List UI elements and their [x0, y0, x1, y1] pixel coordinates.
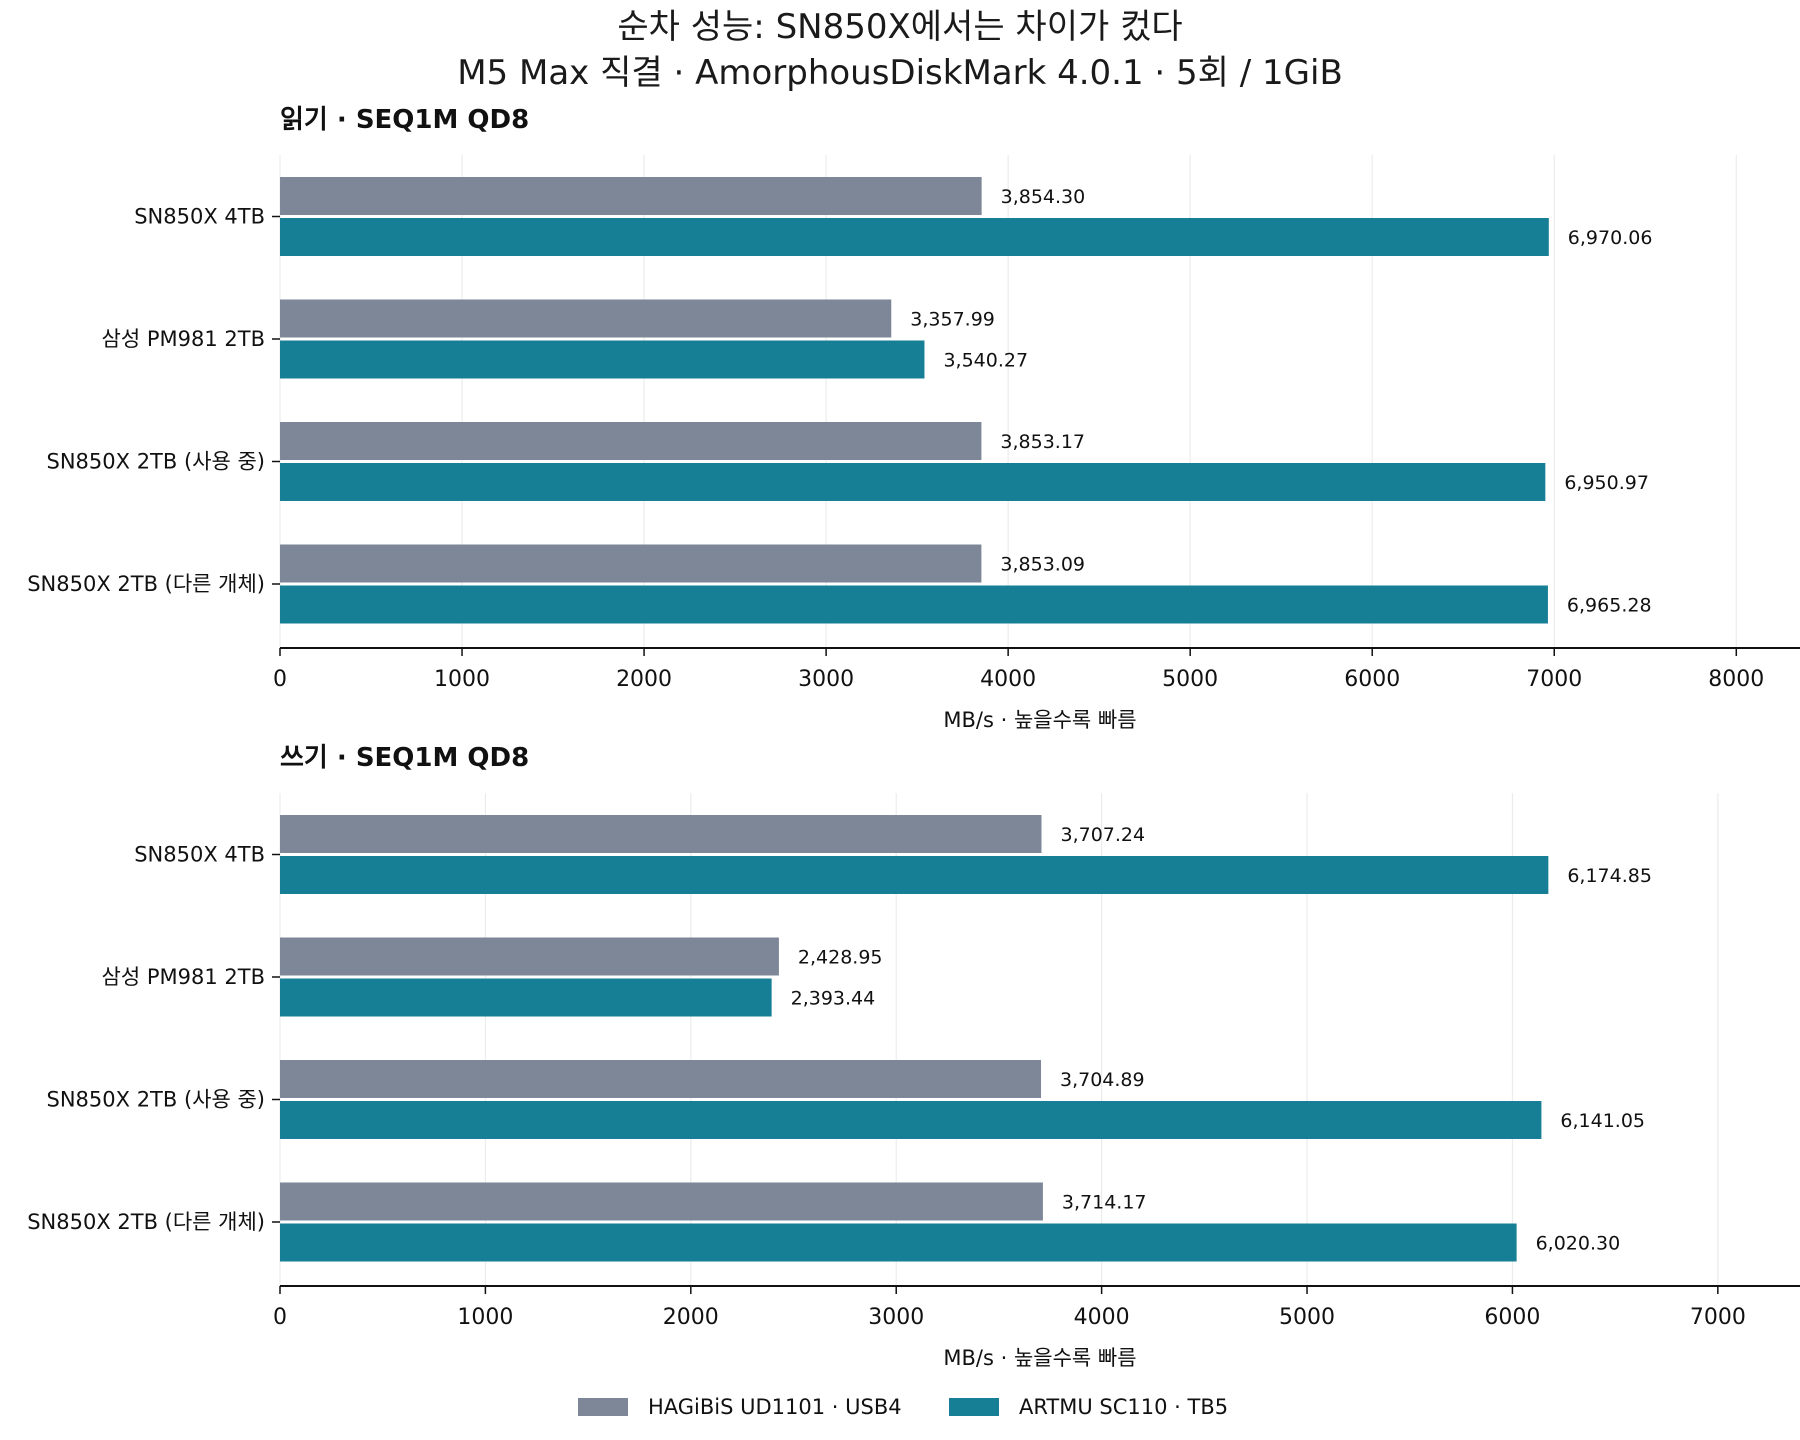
bar-value-label: 6,965.28: [1567, 595, 1652, 617]
category-label: SN850X 4TB: [134, 205, 265, 229]
chart-title-line1: 순차 성능: SN850X에서는 차이가 컸다: [617, 7, 1182, 47]
bar-artmu: [280, 856, 1549, 894]
bar-value-label: 3,704.89: [1060, 1069, 1145, 1091]
bar-artmu: [280, 1223, 1517, 1262]
bar-value-label: 3,853.17: [1000, 431, 1085, 453]
panel-read: 읽기 · SEQ1M QD8 3,854.30 6,970.06 SN850X 4TB…: [27, 105, 1800, 732]
category-label: SN850X 2TB (다른 개체): [27, 1210, 265, 1234]
bar-value-label: 2,428.95: [798, 947, 883, 969]
bar-hagibis: [280, 937, 779, 976]
category-label: SN850X 2TB (사용 중): [47, 1088, 265, 1112]
legend-label-hagibis: HAGiBiS UD1101 · USB4: [648, 1395, 902, 1419]
bar-value-label: 3,853.09: [1000, 554, 1085, 576]
bar-value-label: 6,020.30: [1536, 1233, 1621, 1255]
bar-value-label: 6,950.97: [1564, 472, 1649, 494]
category-label: 삼성 PM981 2TB: [102, 327, 265, 351]
x-tick-label: 6000: [1344, 667, 1400, 692]
legend: HAGiBiS UD1101 · USB4 ARTMU SC110 · TB5: [578, 1395, 1228, 1419]
bar-artmu: [280, 978, 772, 1017]
bar-hagibis: [280, 1060, 1042, 1098]
x-tick-label: 5000: [1162, 667, 1218, 692]
x-tick-label: 8000: [1708, 667, 1764, 692]
x-tick-label: 0: [273, 667, 287, 692]
legend-swatch-artmu: [949, 1398, 999, 1416]
x-tick-label: 3000: [798, 667, 854, 692]
bar-value-label: 3,707.24: [1060, 824, 1145, 846]
bar-value-label: 2,393.44: [791, 988, 876, 1010]
x-tick-label: 3000: [868, 1305, 924, 1330]
x-axis-label: MB/s · 높을수록 빠름: [943, 708, 1136, 732]
category-label: SN850X 4TB: [134, 843, 265, 867]
x-tick-label: 7000: [1690, 1305, 1746, 1330]
bar-value-label: 6,970.06: [1568, 227, 1653, 249]
x-tick-label: 1000: [434, 667, 490, 692]
x-tick-label: 4000: [980, 667, 1036, 692]
bar-artmu: [280, 463, 1546, 501]
bar-artmu: [280, 340, 925, 379]
bar-value-label: 3,854.30: [1001, 186, 1086, 208]
legend-label-artmu: ARTMU SC110 · TB5: [1019, 1395, 1228, 1419]
bar-hagibis: [280, 299, 892, 338]
x-tick-label: 0: [273, 1305, 287, 1330]
chart-title-line2: M5 Max 직결 · AmorphousDiskMark 4.0.1 · 5회…: [457, 53, 1343, 93]
x-tick-label: 2000: [663, 1305, 719, 1330]
panel-title: 쓰기 · SEQ1M QD8: [280, 743, 529, 773]
x-tick-label: 1000: [457, 1305, 513, 1330]
panel-title: 읽기 · SEQ1M QD8: [280, 105, 529, 135]
panel-write: 쓰기 · SEQ1M QD8 3,707.24 6,174.85 SN850X 4TB…: [27, 743, 1800, 1370]
legend-swatch-hagibis: [578, 1398, 628, 1416]
bar-value-label: 6,174.85: [1567, 865, 1652, 887]
x-tick-label: 7000: [1526, 667, 1582, 692]
bar-value-label: 3,540.27: [943, 350, 1028, 372]
bar-artmu: [280, 1101, 1542, 1139]
bar-hagibis: [280, 815, 1042, 853]
bar-value-label: 6,141.05: [1560, 1110, 1645, 1132]
category-label: SN850X 2TB (사용 중): [47, 450, 265, 474]
bar-artmu: [280, 218, 1549, 256]
bar-hagibis: [280, 177, 982, 215]
x-tick-label: 6000: [1484, 1305, 1540, 1330]
bar-hagibis: [280, 544, 982, 583]
bar-hagibis: [280, 1182, 1043, 1221]
x-tick-label: 4000: [1074, 1305, 1130, 1330]
category-label: 삼성 PM981 2TB: [102, 965, 265, 989]
bar-hagibis: [280, 422, 982, 460]
category-label: SN850X 2TB (다른 개체): [27, 572, 265, 596]
bar-value-label: 3,714.17: [1062, 1192, 1147, 1214]
bar-artmu: [280, 585, 1548, 624]
bar-value-label: 3,357.99: [910, 309, 995, 331]
x-tick-label: 5000: [1279, 1305, 1335, 1330]
x-tick-label: 2000: [616, 667, 672, 692]
chart-panels: 읽기 · SEQ1M QD8 3,854.30 6,970.06 SN850X 4TB…: [27, 105, 1800, 1370]
x-axis-label: MB/s · 높을수록 빠름: [943, 1346, 1136, 1370]
